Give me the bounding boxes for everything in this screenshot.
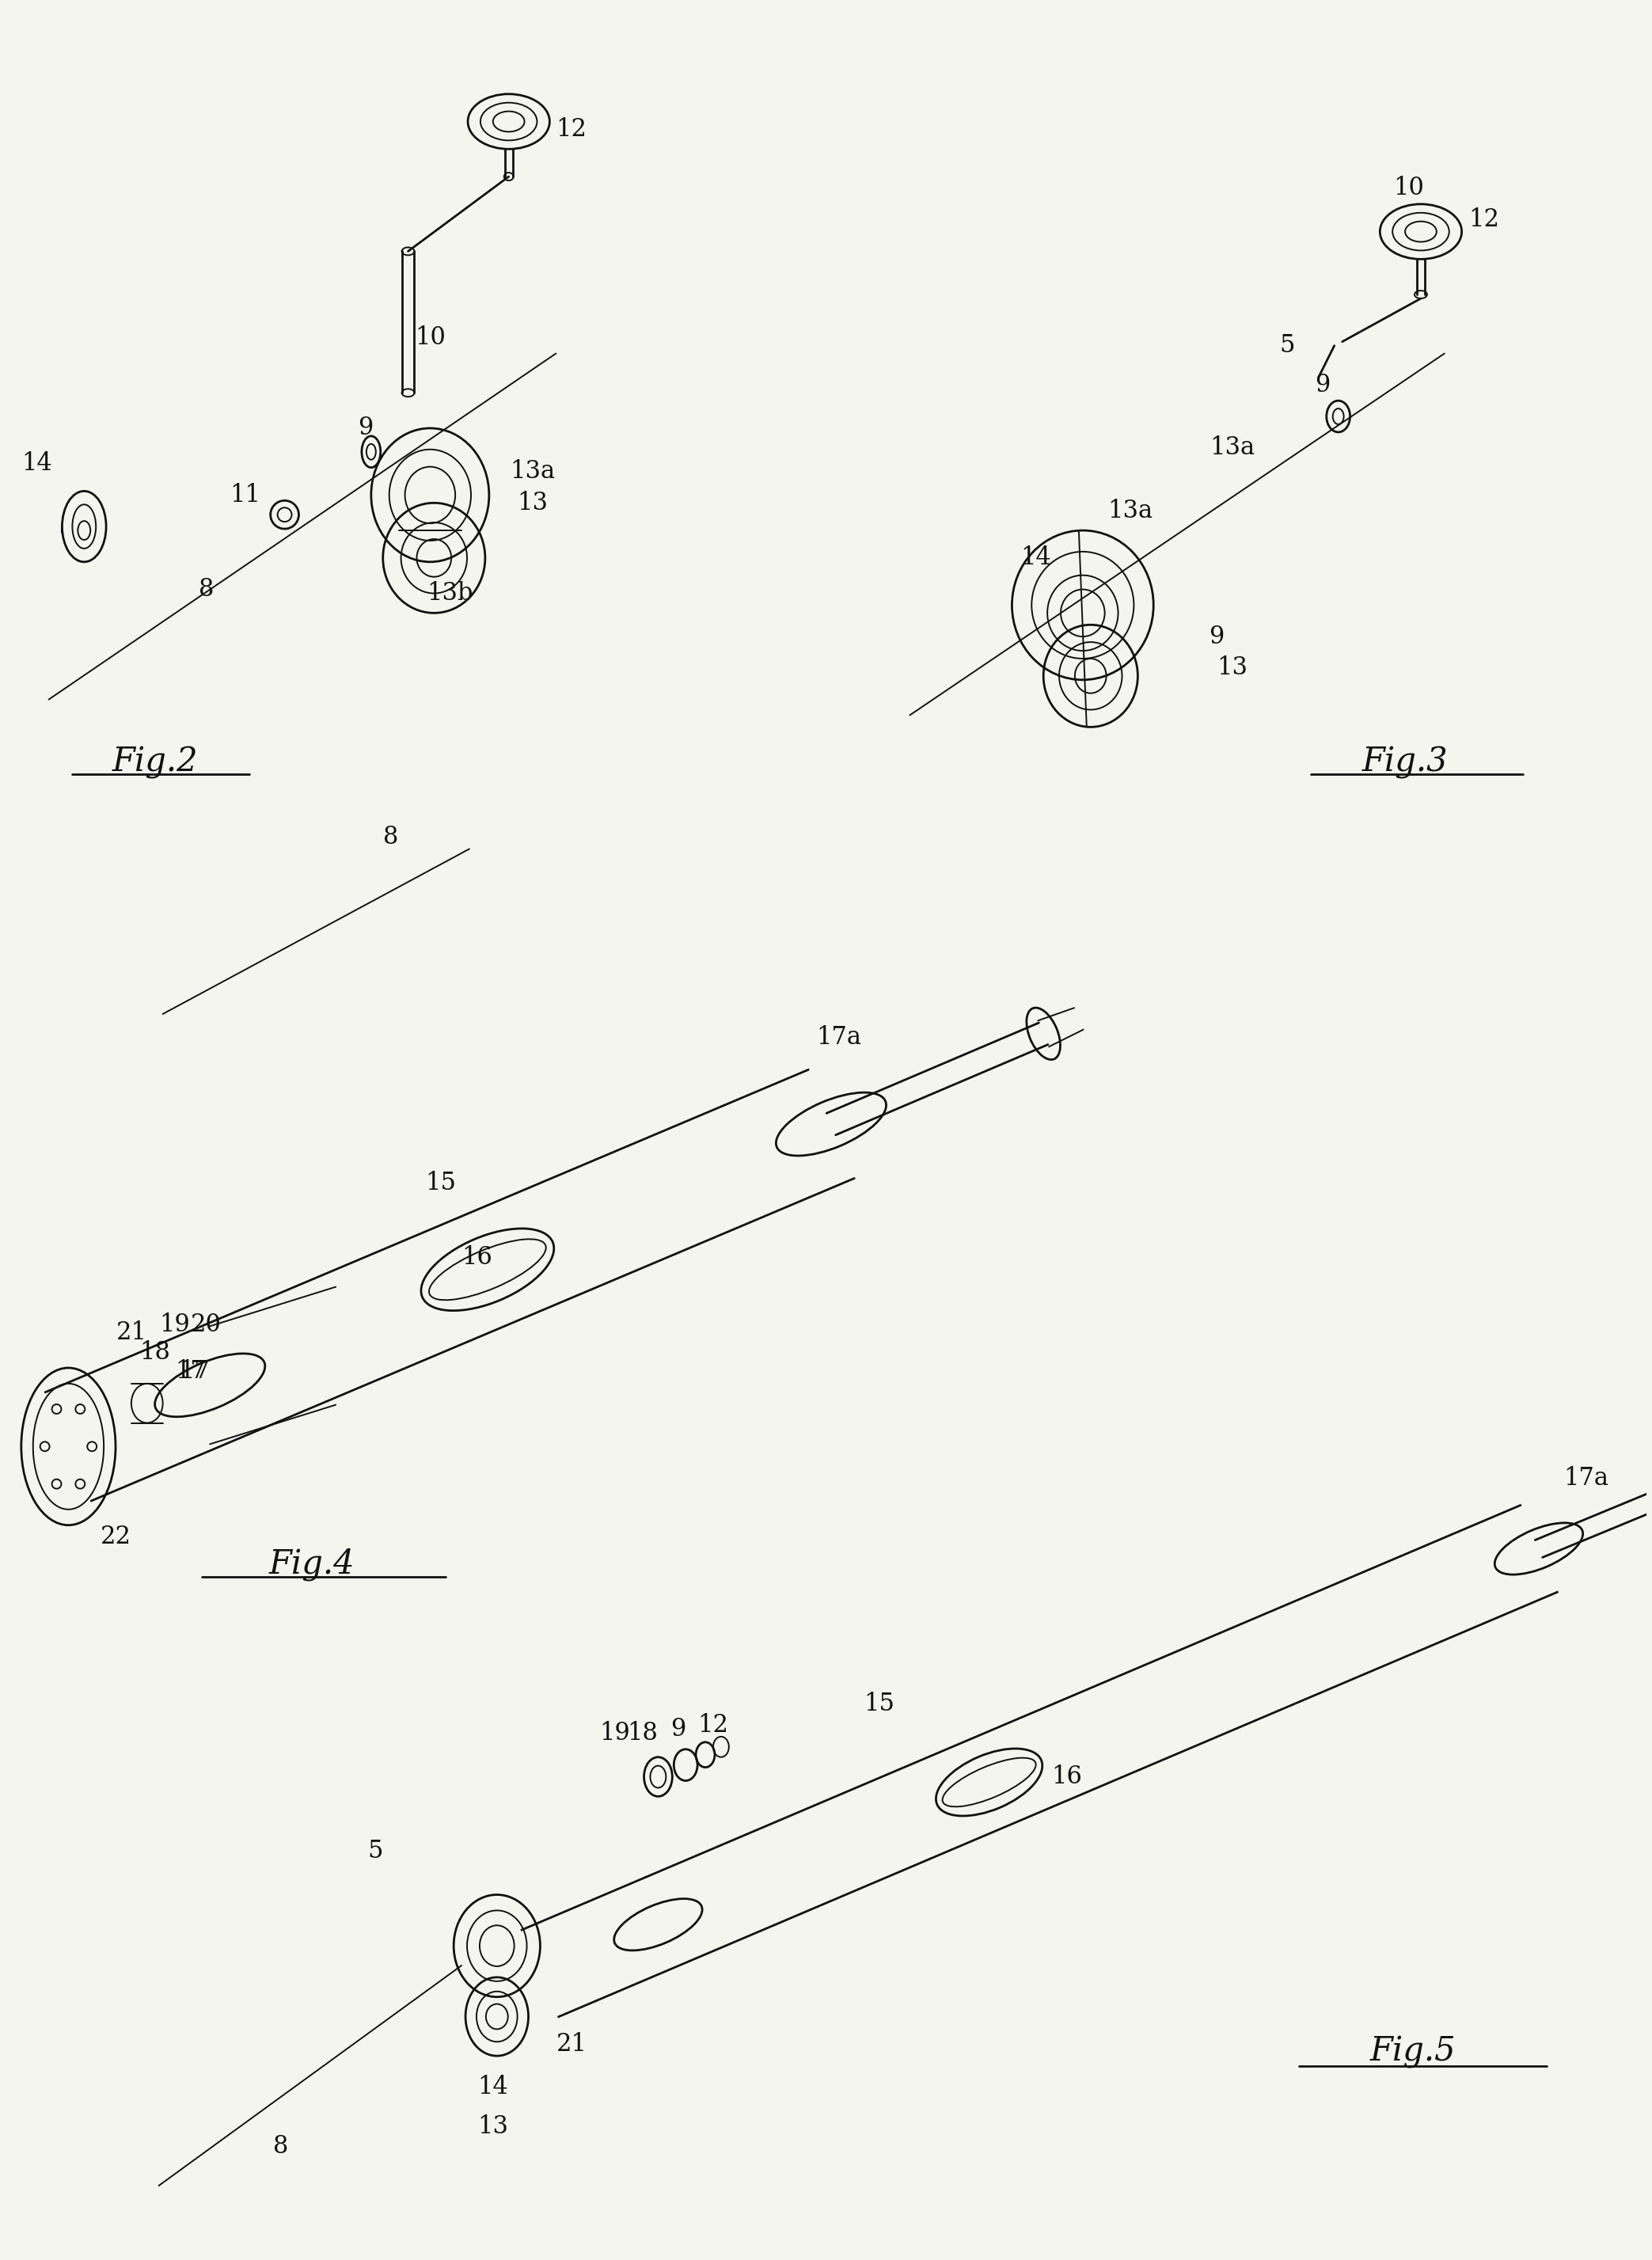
Text: 16: 16 — [1052, 1765, 1082, 1790]
Text: Fig.4: Fig.4 — [269, 1548, 355, 1582]
Text: 13: 13 — [517, 490, 548, 515]
Text: 14: 14 — [21, 452, 53, 477]
Text: 14: 14 — [477, 2075, 509, 2100]
Text: 15: 15 — [425, 1171, 456, 1196]
Text: 5: 5 — [1279, 334, 1295, 357]
Text: 17a: 17a — [816, 1026, 862, 1051]
Text: 10: 10 — [415, 325, 446, 350]
Text: 13: 13 — [477, 2115, 509, 2138]
Text: 16: 16 — [463, 1245, 492, 1270]
Text: 9: 9 — [358, 416, 373, 441]
Text: 15: 15 — [864, 1690, 894, 1715]
Text: 13a: 13a — [1209, 436, 1256, 461]
Text: Fig.2: Fig.2 — [112, 746, 198, 780]
Text: 17a: 17a — [1563, 1467, 1609, 1489]
Text: 8: 8 — [273, 2133, 289, 2158]
Text: 12: 12 — [1469, 208, 1498, 233]
Text: 13b: 13b — [426, 581, 472, 606]
Text: 21: 21 — [116, 1320, 147, 1345]
Text: 17: 17 — [175, 1361, 205, 1383]
Text: 8: 8 — [198, 576, 213, 601]
Text: 21: 21 — [557, 2032, 586, 2057]
Text: 12: 12 — [557, 118, 586, 142]
Text: Fig.3: Fig.3 — [1363, 746, 1449, 780]
Text: Fig.5: Fig.5 — [1370, 2036, 1455, 2068]
Text: 10: 10 — [1394, 176, 1424, 201]
Text: 12: 12 — [697, 1713, 729, 1738]
Text: 14: 14 — [1021, 545, 1051, 570]
Text: 11: 11 — [230, 484, 261, 506]
Text: 22: 22 — [101, 1526, 131, 1548]
Text: 9: 9 — [1209, 624, 1224, 649]
Text: 17: 17 — [178, 1361, 210, 1383]
Text: 18: 18 — [628, 1722, 657, 1745]
Text: 20: 20 — [190, 1313, 221, 1338]
Text: 8: 8 — [383, 825, 398, 850]
Text: 13: 13 — [1216, 655, 1247, 680]
Text: 13a: 13a — [510, 459, 555, 484]
Text: 5: 5 — [367, 1840, 383, 1864]
Text: 9: 9 — [671, 1718, 686, 1742]
Text: 19: 19 — [159, 1313, 190, 1338]
Text: 9: 9 — [1315, 373, 1330, 398]
Text: 19: 19 — [600, 1722, 629, 1745]
Text: 13a: 13a — [1107, 499, 1153, 522]
Text: 18: 18 — [139, 1340, 170, 1365]
